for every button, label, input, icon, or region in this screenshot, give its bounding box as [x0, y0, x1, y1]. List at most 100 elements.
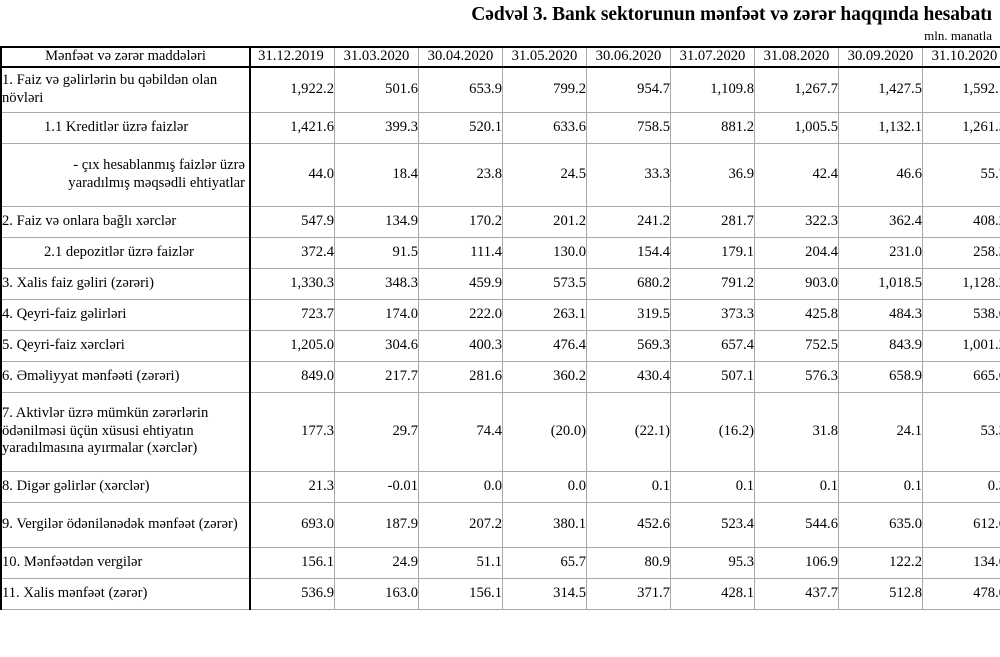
row-cell: 91.5	[334, 237, 419, 269]
table-row: 1. Faiz və gəlirlərin bu qəbildən olan n…	[1, 66, 1000, 113]
row-cell: 0.3	[922, 471, 1000, 503]
column-header-date-5: 30.06.2020	[586, 47, 671, 68]
row-cell: 258.3	[922, 237, 1000, 269]
row-cell: 1,592.1	[922, 66, 1000, 113]
row-cell: 954.7	[586, 66, 671, 113]
row-label: - çıx hesablanmış faizlər üzrə yaradılmı…	[1, 143, 251, 207]
row-cell: 680.2	[586, 268, 671, 300]
row-cell: 187.9	[334, 502, 419, 548]
row-cell: 658.9	[838, 361, 923, 393]
row-cell: 134.9	[334, 206, 419, 238]
row-cell: 573.5	[502, 268, 587, 300]
row-cell: 653.9	[418, 66, 503, 113]
row-cell: 536.9	[250, 578, 335, 610]
row-cell: 204.4	[754, 237, 839, 269]
row-cell: 217.7	[334, 361, 419, 393]
row-cell: 428.1	[670, 578, 755, 610]
row-cell: 849.0	[250, 361, 335, 393]
row-cell: 752.5	[754, 330, 839, 362]
row-label: 6. Əməliyyat mənfəəti (zərəri)	[1, 361, 251, 393]
row-cell: 18.4	[334, 143, 419, 207]
column-header-date-3: 30.04.2020	[418, 47, 503, 68]
table-row: 2. Faiz və onlara bağlı xərclər 547.9 13…	[1, 206, 1000, 238]
row-label: 4. Qeyri-faiz gəlirləri	[1, 299, 251, 331]
row-label: 3. Xalis faiz gəliri (zərəri)	[1, 268, 251, 300]
row-cell: 380.1	[502, 502, 587, 548]
row-cell: 362.4	[838, 206, 923, 238]
table-row: 6. Əməliyyat mənfəəti (zərəri) 849.0 217…	[1, 361, 1000, 393]
row-cell: 399.3	[334, 112, 419, 144]
row-cell: 319.5	[586, 299, 671, 331]
row-cell: 174.0	[334, 299, 419, 331]
row-cell: 207.2	[418, 502, 503, 548]
row-cell: 635.0	[838, 502, 923, 548]
row-cell: 430.4	[586, 361, 671, 393]
row-cell: 371.7	[586, 578, 671, 610]
row-cell: 478.0	[922, 578, 1000, 610]
row-cell: 501.6	[334, 66, 419, 113]
table-row: 2.1 depozitlər üzrə faizlər 372.4 91.5 1…	[1, 237, 1000, 269]
row-cell: 130.0	[502, 237, 587, 269]
row-label: 1. Faiz və gəlirlərin bu qəbildən olan n…	[1, 66, 251, 113]
column-header-date-7: 31.08.2020	[754, 47, 839, 68]
column-header-date-4: 31.05.2020	[502, 47, 587, 68]
row-cell: 36.9	[670, 143, 755, 207]
table-row: 9. Vergilər ödənilənədək mənfəət (zərər)…	[1, 502, 1000, 548]
row-cell: 881.2	[670, 112, 755, 144]
table-row: 7. Aktivlər üzrə mümkün zərərlərin ödəni…	[1, 392, 1000, 472]
row-cell: 53.3	[922, 392, 1000, 472]
row-cell: 24.5	[502, 143, 587, 207]
row-cell: 400.3	[418, 330, 503, 362]
row-cell: 201.2	[502, 206, 587, 238]
row-cell: 459.9	[418, 268, 503, 300]
column-header-date-9: 31.10.2020	[922, 47, 1000, 68]
row-cell: 24.9	[334, 547, 419, 579]
row-cell: 156.1	[418, 578, 503, 610]
table-row: 3. Xalis faiz gəliri (zərəri) 1,330.3 34…	[1, 268, 1000, 300]
row-label: 2. Faiz və onlara bağlı xərclər	[1, 206, 251, 238]
row-cell: 693.0	[250, 502, 335, 548]
row-cell: 1,261.5	[922, 112, 1000, 144]
row-cell: 348.3	[334, 268, 419, 300]
row-cell: 304.6	[334, 330, 419, 362]
column-header-date-8: 30.09.2020	[838, 47, 923, 68]
row-cell: 1,005.5	[754, 112, 839, 144]
table-row: 5. Qeyri-faiz xərcləri 1,205.0 304.6 400…	[1, 330, 1000, 362]
row-cell: 408.2	[922, 206, 1000, 238]
row-cell: 1,267.7	[754, 66, 839, 113]
column-header-date-2: 31.03.2020	[334, 47, 419, 68]
row-cell: 476.4	[502, 330, 587, 362]
row-cell: 758.5	[586, 112, 671, 144]
table-header-row: Mənfəət və zərər maddələri 31.12.2019 31…	[1, 47, 1000, 68]
row-cell: 154.4	[586, 237, 671, 269]
row-cell: 633.6	[502, 112, 587, 144]
row-cell: 177.3	[250, 392, 335, 472]
row-cell: 33.3	[586, 143, 671, 207]
table-row: 10. Mənfəətdən vergilər 156.1 24.9 51.1 …	[1, 547, 1000, 579]
row-cell: 437.7	[754, 578, 839, 610]
row-cell: 1,018.5	[838, 268, 923, 300]
row-cell: 42.4	[754, 143, 839, 207]
row-cell: 0.1	[586, 471, 671, 503]
row-cell: 576.3	[754, 361, 839, 393]
row-cell: 21.3	[250, 471, 335, 503]
row-cell: 612.6	[922, 502, 1000, 548]
row-cell: (22.1)	[586, 392, 671, 472]
row-cell: 23.8	[418, 143, 503, 207]
row-cell: 122.2	[838, 547, 923, 579]
row-cell: -0.01	[334, 471, 419, 503]
table-row: 8. Digər gəlirlər (xərclər) 21.3 -0.01 0…	[1, 471, 1000, 503]
row-cell: 179.1	[670, 237, 755, 269]
row-cell: 46.6	[838, 143, 923, 207]
table-row: 1.1 Kreditlər üzrə faizlər 1,421.6 399.3…	[1, 112, 1000, 144]
table-row: 4. Qeyri-faiz gəlirləri 723.7 174.0 222.…	[1, 299, 1000, 331]
row-cell: 484.3	[838, 299, 923, 331]
row-cell: 665.6	[922, 361, 1000, 393]
row-cell: 51.1	[418, 547, 503, 579]
row-label: 1.1 Kreditlər üzrə faizlər	[1, 112, 251, 144]
row-cell: 0.1	[670, 471, 755, 503]
row-cell: 0.0	[502, 471, 587, 503]
row-cell: 1,109.8	[670, 66, 755, 113]
row-cell: 1,132.1	[838, 112, 923, 144]
